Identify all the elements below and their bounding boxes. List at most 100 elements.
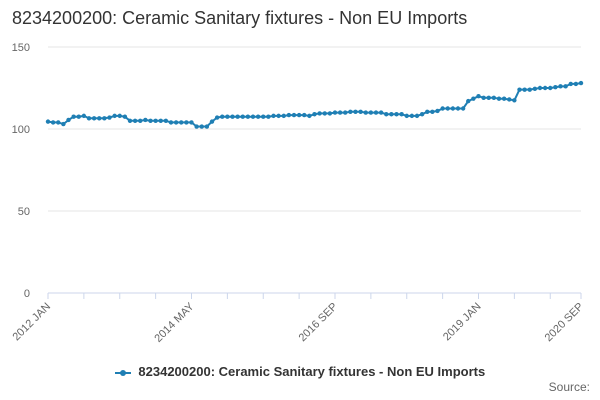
data-point [353, 109, 358, 114]
x-tick-label: 2019 JAN [441, 301, 484, 344]
data-point [496, 96, 502, 101]
data-point [348, 109, 353, 114]
data-point [404, 113, 409, 119]
data-point [235, 114, 240, 119]
data-point [394, 112, 399, 117]
data-point [117, 113, 122, 119]
data-point [481, 95, 486, 101]
data-point [184, 120, 189, 125]
credits[interactable]: Source: [548, 380, 590, 394]
data-point [97, 116, 102, 121]
data-point [363, 110, 368, 115]
data-point [466, 98, 471, 104]
data-point [430, 109, 435, 114]
data-point [573, 81, 579, 87]
legend-marker-icon [114, 368, 131, 378]
data-point [230, 114, 235, 119]
data-point [66, 117, 71, 123]
data-point [450, 106, 456, 111]
data-point [425, 109, 430, 114]
data-point [373, 110, 379, 115]
data-point [471, 96, 476, 101]
data-point [81, 113, 87, 119]
data-point [384, 112, 389, 117]
data-point [143, 117, 148, 123]
data-point [127, 118, 133, 124]
data-point [409, 113, 415, 119]
data-point [343, 110, 348, 115]
x-tick-label: 2014 MAY [152, 300, 197, 345]
data-point [302, 112, 307, 118]
data-point [102, 116, 107, 121]
data-point [86, 116, 92, 121]
data-point [148, 118, 153, 124]
data-point [389, 112, 394, 117]
data-point [271, 113, 276, 119]
data-point [327, 111, 333, 116]
data-point [378, 110, 384, 115]
data-point [553, 84, 558, 90]
data-point [563, 84, 568, 89]
data-point [558, 84, 563, 89]
data-point [158, 118, 163, 124]
data-point [45, 119, 51, 124]
data-point [266, 114, 271, 119]
data-point [312, 112, 317, 117]
data-point [214, 115, 220, 120]
data-point [368, 110, 374, 115]
data-point [107, 115, 112, 120]
data-point [332, 110, 338, 115]
data-point [240, 114, 245, 119]
data-point [173, 120, 179, 125]
data-point [399, 112, 404, 117]
data-point [255, 114, 261, 119]
data-point [189, 120, 194, 125]
data-point [291, 112, 297, 118]
data-point [460, 106, 466, 111]
chart-title: 8234200200: Ceramic Sanitary fixtures - … [12, 8, 468, 28]
data-point [358, 109, 363, 114]
data-point [163, 118, 169, 124]
data-point [91, 116, 97, 121]
data-point [276, 113, 281, 119]
data-point [153, 118, 158, 124]
data-point [507, 97, 512, 102]
data-point [440, 106, 445, 111]
x-tick-label: 2016 SEP [297, 301, 341, 345]
data-point [435, 108, 440, 114]
data-point [50, 120, 56, 125]
legend[interactable]: 8234200200: Ceramic Sanitary fixtures - … [0, 364, 600, 379]
data-point [414, 113, 420, 119]
data-point [112, 113, 117, 119]
data-point [225, 114, 230, 119]
data-point [322, 111, 327, 116]
series-line [47, 82, 582, 128]
y-tick-label: 0 [24, 288, 30, 300]
data-point [199, 124, 204, 129]
data-point [245, 114, 251, 119]
grid-lines [48, 46, 581, 294]
data-point [61, 121, 66, 127]
data-point [204, 124, 210, 129]
data-point [220, 114, 225, 119]
data-point [419, 112, 425, 117]
series-group [45, 80, 584, 129]
data-point [307, 113, 312, 119]
data-point [132, 118, 138, 124]
data-point [532, 86, 538, 92]
data-point [548, 85, 553, 91]
data-point [71, 114, 76, 119]
data-point [286, 112, 292, 118]
data-point [455, 106, 461, 111]
data-point [179, 120, 184, 125]
data-point [56, 120, 61, 125]
x-tick-label: 2012 JAN [10, 301, 53, 344]
data-point [194, 124, 199, 129]
data-point [317, 111, 322, 116]
data-point [486, 95, 491, 101]
data-point [501, 96, 507, 101]
y-axis: 0 50 100 150 [12, 42, 30, 300]
y-tick-label: 150 [12, 42, 30, 54]
data-point [491, 95, 497, 101]
